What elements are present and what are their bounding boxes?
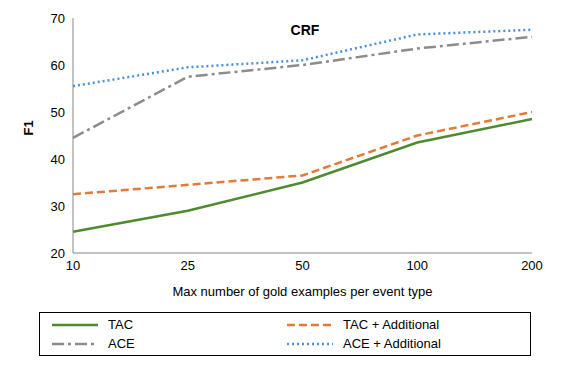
svg-text:100: 100 [406, 258, 428, 273]
svg-text:Max number of gold examples pe: Max number of gold examples per event ty… [172, 284, 432, 299]
svg-text:50: 50 [51, 105, 65, 120]
html-text:CRF: CRF [290, 22, 320, 38]
svg-text:25: 25 [181, 258, 195, 273]
svg-text:200: 200 [521, 258, 543, 273]
svg-text:40: 40 [51, 152, 65, 167]
svg-text:20: 20 [51, 246, 65, 261]
svg-text:30: 30 [51, 199, 65, 214]
svg-text:70: 70 [51, 11, 65, 26]
svg-text:60: 60 [51, 58, 65, 73]
svg-text:F1: F1 [21, 120, 36, 135]
svg-text:10: 10 [66, 258, 80, 273]
html-text:ACE + Additional: ACE + Additional [343, 336, 441, 351]
html-text:TAC + Additional: TAC + Additional [343, 317, 440, 332]
svg-text:50: 50 [295, 258, 309, 273]
html-text:ACE: ACE [108, 336, 135, 351]
html-text:TAC: TAC [108, 317, 133, 332]
